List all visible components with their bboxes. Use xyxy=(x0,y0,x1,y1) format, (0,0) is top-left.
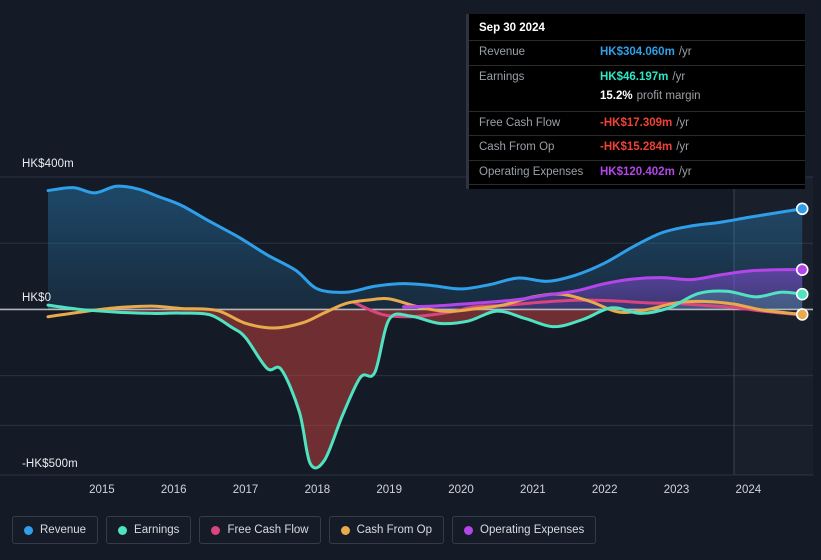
tooltip-row-value: HK$46.197m xyxy=(600,70,669,83)
tooltip-row-suffix: /yr xyxy=(678,165,692,178)
x-axis: 2015 2016 2017 2018 2019 2020 2021 2022 2023 2024 xyxy=(0,484,821,502)
x-axis-tick-2015: 2015 xyxy=(89,484,115,496)
data-tooltip: Sep 30 2024 Revenue HK$304.060m/yr Earning… xyxy=(466,14,805,190)
x-axis-tick-2016: 2016 xyxy=(160,484,187,496)
series-line-revenue xyxy=(46,184,804,294)
chart-legend[interactable]: Revenue Earnings Free Cash Flow Cash From O… xyxy=(12,516,597,544)
tooltip-row: Revenue HK$304.060m/yr xyxy=(469,40,805,65)
x-axis-tick-2022: 2022 xyxy=(591,484,618,496)
legend-item-label: Earnings xyxy=(134,524,180,536)
x-axis-tick-2021: 2021 xyxy=(520,484,546,496)
tooltip-row-suffix: /yr xyxy=(678,46,692,58)
tooltip-row-suffix: /yr xyxy=(676,141,690,154)
x-axis-tick-2024: 2024 xyxy=(735,484,762,496)
x-axis-tick-2023: 2023 xyxy=(663,484,690,496)
tooltip-date: Sep 30 2024 xyxy=(479,22,545,34)
tooltip-row: 15.2% profit margin xyxy=(469,89,805,111)
legend-item-label: Cash From Op xyxy=(356,524,433,536)
revenue-area xyxy=(48,186,803,310)
x-axis-tick-2020: 2020 xyxy=(448,484,474,496)
x-axis-tick-2018: 2018 xyxy=(304,484,331,496)
series-line-free-cash-flow xyxy=(351,298,804,319)
legend-item-revenue[interactable]: Revenue xyxy=(12,516,99,544)
legend-swatch-icon xyxy=(464,525,474,535)
tooltip-row-value: 15.2% xyxy=(600,90,633,103)
tooltip-row-label: Cash From Op xyxy=(479,141,555,154)
y-axis-label-bottom: -HK$500m xyxy=(22,458,78,470)
endpoint-marker-revenue xyxy=(795,202,809,216)
tooltip-row: Operating Expenses HK$120.402m/yr xyxy=(469,159,805,185)
tooltip-row-value: -HK$17.309m xyxy=(600,116,673,129)
legend-item-free-cash-flow[interactable]: Free Cash Flow xyxy=(199,516,321,544)
legend-swatch-icon xyxy=(340,525,350,535)
legend-item-cash-from-op[interactable]: Cash From Op xyxy=(328,516,445,544)
endpoint-marker-operating-expenses xyxy=(795,263,809,277)
y-axis-label-top: HK$400m xyxy=(22,158,74,170)
legend-item-label: Revenue xyxy=(40,524,87,536)
tooltip-row-suffix: /yr xyxy=(676,116,690,129)
tooltip-row: Free Cash Flow -HK$17.309m/yr xyxy=(469,110,805,136)
tooltip-row-label: Operating Expenses xyxy=(479,165,584,178)
legend-item-operating-expenses[interactable]: Operating Expenses xyxy=(452,516,597,544)
legend-swatch-icon xyxy=(211,525,221,535)
legend-item-label: Operating Expenses xyxy=(480,524,585,536)
tooltip-row: Earnings HK$46.197m/yr xyxy=(469,64,805,90)
tooltip-row-value: -HK$15.284m xyxy=(600,141,673,154)
x-axis-tick-2017: 2017 xyxy=(232,484,259,496)
legend-swatch-icon xyxy=(118,525,128,535)
legend-item-label: Free Cash Flow xyxy=(227,524,309,536)
tooltip-bottom-rule xyxy=(469,184,805,189)
legend-swatch-icon xyxy=(24,525,33,535)
series-line-earnings xyxy=(46,289,804,470)
earnings-loss-area xyxy=(80,309,665,468)
tooltip-row: Cash From Op -HK$15.284m/yr xyxy=(469,135,805,160)
endpoint-marker-cash-from-op xyxy=(795,308,809,321)
tooltip-row-suffix: /yr xyxy=(672,70,686,83)
tooltip-row-label: Revenue xyxy=(479,46,526,58)
tooltip-row-label: Free Cash Flow xyxy=(479,116,561,129)
tooltip-row-value: HK$120.402m xyxy=(600,165,675,178)
tooltip-row-label: Earnings xyxy=(479,70,525,83)
y-axis-label-zero: HK$0 xyxy=(22,292,52,304)
series-line-operating-expenses xyxy=(402,268,804,309)
tooltip-row-suffix: profit margin xyxy=(636,90,701,103)
tooltip-row-value: HK$304.060m xyxy=(600,46,675,58)
endpoint-marker-earnings xyxy=(795,287,809,301)
x-axis-tick-2019: 2019 xyxy=(376,484,402,496)
tooltip-rows: Revenue HK$304.060m/yr Earnings HK$46.197m /… xyxy=(469,40,805,184)
legend-item-earnings[interactable]: Earnings xyxy=(106,516,192,544)
